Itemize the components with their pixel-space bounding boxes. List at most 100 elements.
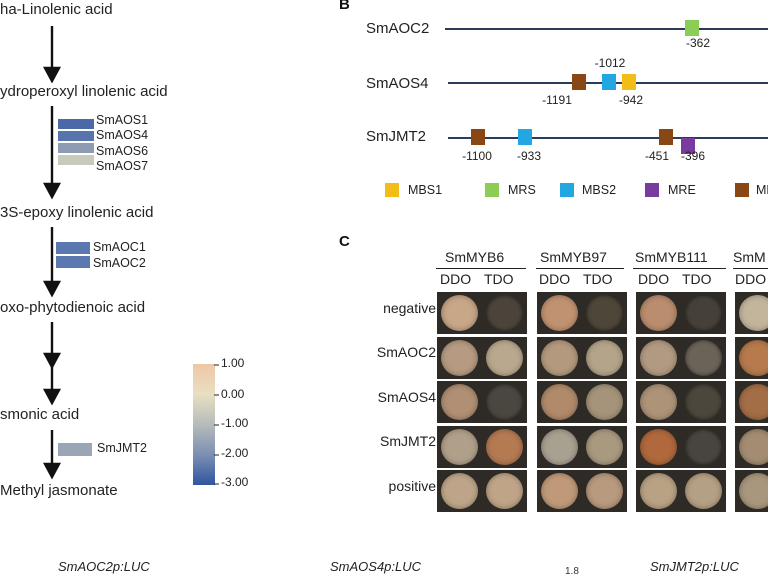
arrow-2-head [42, 182, 62, 200]
heatmap-cell-smjmt2 [57, 442, 93, 457]
plate-positive-myb97-tdo [582, 470, 627, 512]
plate-negative-myb111-ddo [636, 292, 681, 334]
plate-aoc2-myb6-tdo [482, 337, 527, 379]
legend-swatch-mrs [485, 183, 499, 197]
plate-aos4-myb97-tdo [582, 381, 627, 423]
gene-label-smaos7: SmAOS7 [96, 159, 149, 173]
gene-label-smaoc2: SmAOC2 [93, 256, 146, 270]
plate-positive-myb6-ddo [437, 470, 482, 512]
legend-swatch-mre [645, 183, 659, 197]
group-head-smmyb6: SmMYB6 [445, 249, 505, 265]
compound-hydroperoxyl-linolenic-acid: ydroperoxyl linolenic acid [0, 83, 168, 100]
plate-negative-myb97-ddo [537, 292, 582, 334]
legend-label-mbs1: MBS1 [408, 183, 443, 197]
legend-swatch-mbs1 [385, 183, 399, 197]
compound-jasmonic-acid: smonic acid [0, 406, 80, 423]
plate-positive-myb6-tdo [482, 470, 527, 512]
plate-aoc2-m-ddo [735, 337, 768, 379]
colorbar-tick-3: -1.00 [221, 416, 249, 430]
group-underline-3 [633, 268, 726, 269]
group-underline-4 [733, 268, 768, 269]
plate-jmt2-myb97-ddo [537, 426, 582, 468]
media-head-3: DDO [539, 271, 571, 287]
colorbar-tick-5: -3.00 [221, 475, 249, 489]
legend-swatch-me [735, 183, 749, 197]
media-head-6: TDO [682, 271, 712, 287]
motif-pos-smjmt2-2: -933 [516, 149, 542, 163]
plate-negative-m-ddo [735, 292, 768, 334]
legend-label-mrs: MRS [508, 183, 536, 197]
row-label-smaos4: SmAOS4 [377, 389, 436, 405]
bottom-axis-tick: 1.8 [565, 566, 579, 577]
plate-jmt2-myb111-ddo [636, 426, 681, 468]
legend-label-mbs2: MBS2 [582, 183, 617, 197]
motif-pos-smaos4-mbs2: -1012 [594, 56, 626, 70]
promoter-name-smaos4: SmAOS4 [366, 75, 429, 92]
plate-negative-myb111-tdo [681, 292, 726, 334]
row-label-smjmt2: SmJMT2 [380, 433, 436, 449]
arrow-5-head [42, 388, 62, 406]
motif-mrs-smaoc2 [685, 20, 699, 36]
group-head-smmyb111: SmMYB111 [635, 249, 708, 265]
plate-positive-myb111-ddo [636, 470, 681, 512]
gene-label-smjmt2: SmJMT2 [97, 441, 147, 455]
plate-positive-myb97-ddo [537, 470, 582, 512]
heatmap-cell-smaos6 [57, 142, 95, 154]
group-head-smm: SmM [733, 249, 766, 265]
plate-aos4-myb111-tdo [681, 381, 726, 423]
media-head-5: DDO [638, 271, 670, 287]
motif-mre-smjmt2-1 [471, 129, 485, 145]
group-head-smmyb97: SmMYB97 [540, 249, 607, 265]
colorbar-tick-4: -2.00 [221, 446, 249, 460]
plate-jmt2-m-ddo [735, 426, 768, 468]
colorbar-tick-1: 1.00 [221, 356, 245, 370]
gene-label-smaos1: SmAOS1 [96, 113, 149, 127]
motif-pos-smjmt2-1: -1100 [462, 149, 492, 163]
compound-methyl-jasmonate: Methyl jasmonate [0, 482, 118, 499]
media-head-7: DDO [735, 271, 767, 287]
colorbar-ticks [214, 364, 219, 485]
plate-aos4-myb97-ddo [537, 381, 582, 423]
motif-pos-smaos4-mbs1: -942 [618, 93, 644, 107]
legend-swatch-mbs2 [560, 183, 574, 197]
plate-aoc2-myb97-tdo [582, 337, 627, 379]
bottom-label-aoc2p-luc: SmAOC2p:LUC [58, 559, 150, 574]
plate-aoc2-myb111-tdo [681, 337, 726, 379]
motif-mre-smaos4 [572, 74, 586, 90]
arrow-6-head [42, 462, 62, 480]
media-head-4: TDO [583, 271, 613, 287]
legend-label-me: ME [756, 183, 768, 197]
pathway-arrows [42, 26, 62, 480]
motif-pos-smaos4-mre: -1191 [542, 93, 572, 107]
compound-oxo-phytodienoic-acid: oxo-phytodienoic acid [0, 299, 146, 316]
motif-pos-smaoc2-mrs: -362 [685, 36, 711, 50]
row-label-smaoc2: SmAOC2 [376, 344, 436, 360]
plate-aos4-myb111-ddo [636, 381, 681, 423]
panel-c-label: C [339, 233, 350, 250]
plate-aoc2-myb111-ddo [636, 337, 681, 379]
motif-pos-smjmt2-4: -396 [680, 149, 706, 163]
promoter-name-smjmt2: SmJMT2 [366, 128, 426, 145]
arrow-3-head [42, 280, 62, 298]
plate-aos4-m-ddo [735, 381, 768, 423]
plate-positive-m-ddo [735, 470, 768, 512]
group-underline-1 [436, 268, 526, 269]
plate-positive-myb111-tdo [681, 470, 726, 512]
promoter-line-smjmt2 [448, 137, 768, 139]
plate-jmt2-myb6-tdo [482, 426, 527, 468]
plate-aoc2-myb6-ddo [437, 337, 482, 379]
bottom-label-aos4p-luc: SmAOS4p:LUC [330, 559, 422, 574]
plate-negative-myb97-tdo [582, 292, 627, 334]
heatmap-cell-smaos7 [57, 154, 95, 166]
arrow-1-head [42, 66, 62, 84]
plate-aoc2-myb97-ddo [537, 337, 582, 379]
plate-jmt2-myb111-tdo [681, 426, 726, 468]
gene-label-smaos6: SmAOS6 [96, 144, 149, 158]
gene-label-smaos4: SmAOS4 [96, 128, 149, 142]
plate-aos4-myb6-ddo [437, 381, 482, 423]
gene-label-smaoc1: SmAOC1 [93, 240, 146, 254]
motif-mre-smjmt2-purple [681, 138, 695, 154]
plate-aos4-myb6-tdo [482, 381, 527, 423]
row-label-positive: positive [388, 478, 436, 494]
plate-jmt2-myb6-ddo [437, 426, 482, 468]
